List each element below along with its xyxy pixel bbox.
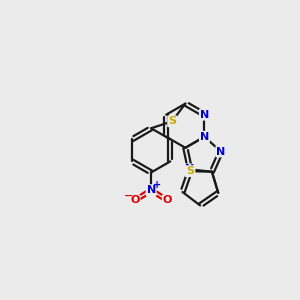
Text: −: − (124, 191, 133, 201)
Text: N: N (146, 185, 156, 195)
Text: N: N (200, 132, 209, 142)
Text: S: S (186, 166, 194, 176)
Text: +: + (153, 180, 161, 190)
Text: N: N (216, 146, 226, 157)
Text: N: N (185, 164, 195, 174)
Text: N: N (200, 110, 209, 120)
Text: S: S (168, 116, 176, 126)
Text: O: O (163, 195, 172, 206)
Text: O: O (130, 195, 140, 206)
